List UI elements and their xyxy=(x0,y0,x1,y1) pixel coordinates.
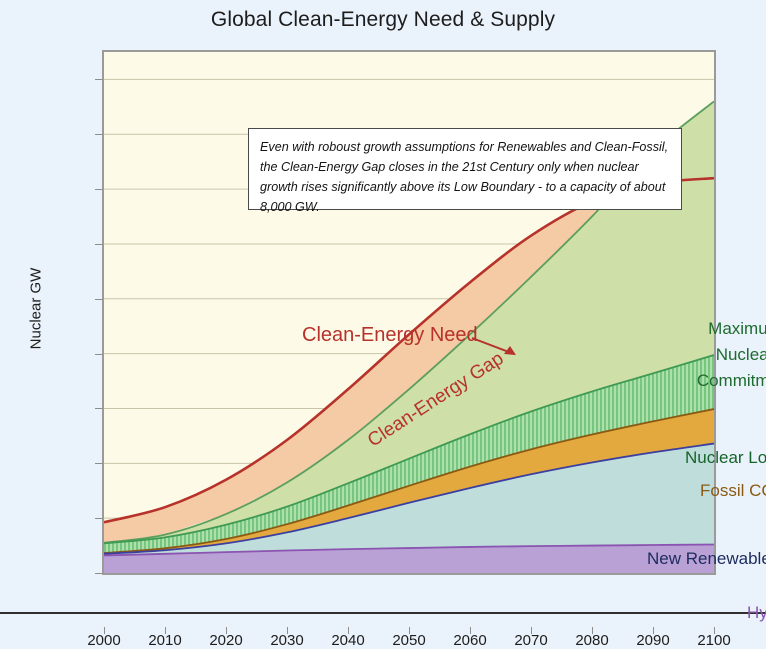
x-tick-label: 2090 xyxy=(636,632,670,649)
y-tick-mark xyxy=(95,408,102,410)
y-tick-mark xyxy=(95,134,102,136)
x-tick-label: 2030 xyxy=(270,632,304,649)
annotation-callout-box: Even with roboust growth assumptions for… xyxy=(248,128,682,214)
x-tick-label: 2100 xyxy=(697,632,731,649)
y-tick-mark xyxy=(95,518,102,520)
figure-canvas: Global Clean-Energy Need & Supply Nuclea… xyxy=(0,8,766,649)
x-tick-label: 2000 xyxy=(87,632,121,649)
x-tick-mark xyxy=(348,627,349,634)
y-tick-mark xyxy=(95,189,102,191)
y-tick-mark xyxy=(95,573,102,574)
y-tick-mark xyxy=(95,79,102,81)
page-title: Global Clean-Energy Need & Supply xyxy=(210,8,556,31)
x-tick-mark xyxy=(592,627,593,634)
x-tick-mark xyxy=(226,627,227,634)
y-tick-mark xyxy=(95,243,102,245)
x-tick-label: 2080 xyxy=(575,632,609,649)
x-tick-mark xyxy=(531,627,532,634)
y-axis-label: Nuclear GW xyxy=(27,267,45,350)
x-tick-mark xyxy=(409,627,410,634)
x-tick-label: 2010 xyxy=(148,632,182,649)
x-tick-mark xyxy=(714,627,715,634)
x-tick-label: 2020 xyxy=(209,632,243,649)
x-tick-label: 2050 xyxy=(392,632,426,649)
x-tick-mark xyxy=(653,627,654,634)
y-tick-mark xyxy=(95,298,102,300)
x-tick-mark xyxy=(470,627,471,634)
x-tick-label: 2040 xyxy=(331,632,365,649)
x-tick-label: 2070 xyxy=(514,632,548,649)
x-tick-mark xyxy=(287,627,288,634)
plot-area: 0200040006000800010000120001400016000180… xyxy=(87,50,766,649)
x-tick-mark xyxy=(104,627,105,634)
series-label-hydro: Hydro xyxy=(747,603,766,622)
y-tick-mark xyxy=(95,463,102,465)
x-tick-mark xyxy=(165,627,166,634)
y-tick-mark xyxy=(95,353,102,355)
annotation-callout-text: Even with roboust growth assumptions for… xyxy=(260,140,669,214)
x-tick-label: 2060 xyxy=(453,632,487,649)
